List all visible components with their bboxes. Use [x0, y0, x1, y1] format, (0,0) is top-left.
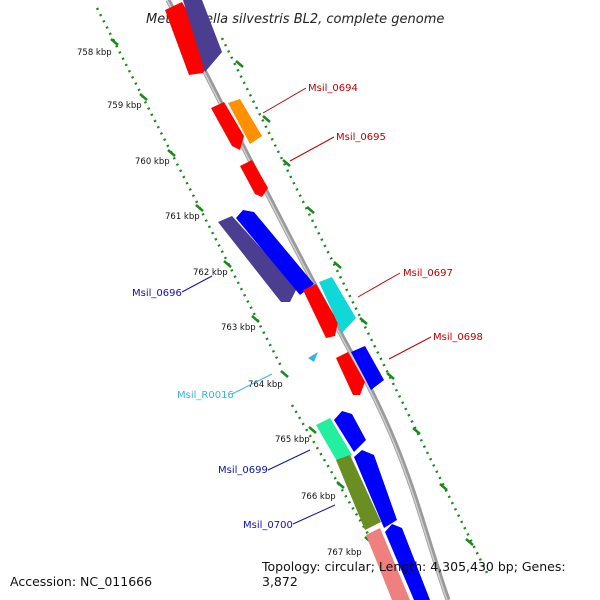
gene-msil-0698-red[interactable]: [336, 352, 365, 395]
kbp-label: 767 kbp: [327, 548, 362, 558]
kbp-label: 764 kbp: [248, 380, 283, 390]
gene-msil-0697[interactable]: [319, 277, 356, 333]
kbp-label: 761 kbp: [165, 212, 200, 222]
kbp-label: 760 kbp: [135, 157, 170, 167]
kbp-label: 759 kbp: [107, 101, 142, 111]
gene-msil-0693[interactable]: [183, 0, 222, 72]
gene-msil-0694-red[interactable]: [211, 102, 244, 150]
gene-msil-0701[interactable]: [366, 528, 410, 600]
tick-track-right: [220, 37, 490, 576]
kbp-label: 765 kbp: [275, 435, 310, 445]
topology-text: Topology: circular; Length: 4,305,430 bp…: [262, 559, 566, 589]
label-leaders: [181, 87, 432, 525]
tick-track-lower-left: [290, 404, 409, 600]
gene-msil-0698[interactable]: [351, 346, 384, 390]
gene-msil-0701-blue[interactable]: [385, 524, 430, 600]
gene-msil-r0016[interactable]: [308, 352, 318, 362]
kbp-label: 758 kbp: [77, 48, 112, 58]
gene-features: [165, 0, 430, 600]
gene-msil-0700[interactable]: [336, 455, 381, 530]
gene-msil-0699-blue[interactable]: [334, 411, 366, 452]
gene-msil-0696[interactable]: [236, 210, 314, 295]
gene-label-msil-r0016[interactable]: Msil_R0016: [177, 390, 234, 401]
kbp-label: 762 kbp: [193, 268, 228, 278]
kbp-label: 766 kbp: [301, 492, 336, 502]
kbp-ticks-right: [235, 60, 474, 546]
tick-track-left: [95, 7, 284, 369]
gene-label-msil-0695[interactable]: Msil_0695: [336, 132, 386, 143]
gene-msil-0695[interactable]: [240, 160, 268, 197]
map-title: Methylocella silvestris BL2, complete ge…: [146, 12, 444, 27]
accession-text: Accession: NC_011666: [10, 574, 153, 589]
kbp-label: 763 kbp: [221, 323, 256, 333]
gene-label-msil-0696[interactable]: Msil_0696: [132, 288, 182, 299]
gene-label-msil-0698[interactable]: Msil_0698: [433, 332, 483, 343]
gene-label-msil-0700[interactable]: Msil_0700: [243, 520, 293, 531]
gene-label-msil-0697[interactable]: Msil_0697: [403, 268, 453, 279]
gene-msil-0699[interactable]: [316, 418, 352, 463]
gene-msil-0697-red[interactable]: [303, 284, 338, 338]
gene-label-msil-0699[interactable]: Msil_0699: [218, 465, 268, 476]
gene-msil-0694[interactable]: [228, 99, 262, 144]
gene-msil-0696-purple[interactable]: [218, 216, 297, 302]
gene-msil-0700-blue[interactable]: [354, 450, 397, 528]
gene-label-msil-0694[interactable]: Msil_0694: [308, 83, 358, 94]
